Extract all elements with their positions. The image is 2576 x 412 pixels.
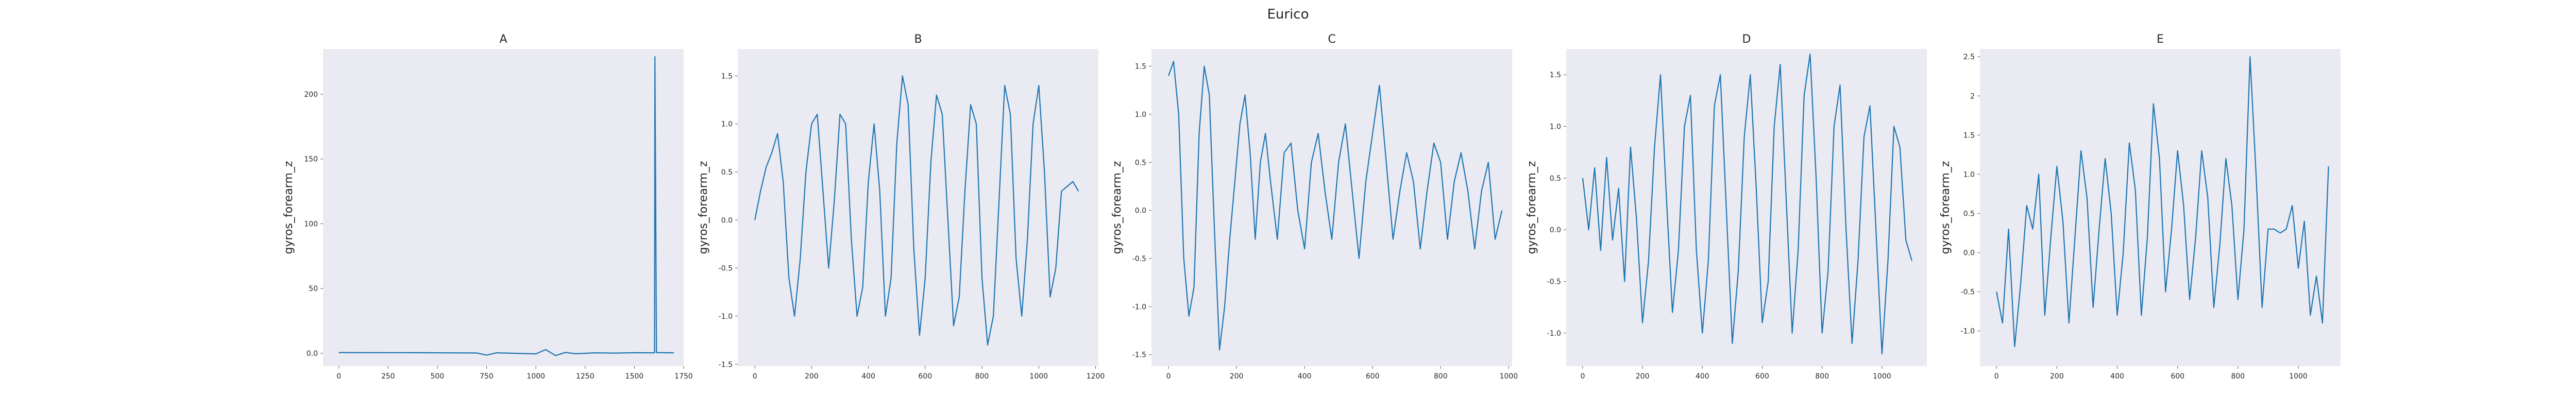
panel-e-ytick-label: 2 bbox=[1970, 92, 1975, 100]
panel-a-xtick-label: 1250 bbox=[576, 372, 595, 381]
panel-b-xtick-label: 600 bbox=[918, 372, 932, 381]
panel-a-xtick-label: 1500 bbox=[625, 372, 644, 381]
panel-e-ytick-label: -0.5 bbox=[1961, 288, 1975, 297]
panel-d-ylabel: gyros_forearm_z bbox=[1526, 161, 1538, 254]
panel-b-title: B bbox=[914, 33, 922, 46]
panel-a-ytick-label: 50 bbox=[309, 285, 318, 293]
panel-d-title: D bbox=[1742, 33, 1751, 46]
panel-c-ytick-label: 0.5 bbox=[1135, 159, 1146, 167]
panel-c-plot-area bbox=[1151, 49, 1512, 366]
figure-title: Eurico bbox=[1267, 7, 1309, 22]
panel-b-ytick-label: 1.5 bbox=[721, 72, 733, 80]
panel-e-ytick-label: 1.5 bbox=[1963, 131, 1975, 140]
panel-b-xtick-label: 1200 bbox=[1087, 372, 1105, 381]
panel-b-ylabel: gyros_forearm_z bbox=[697, 161, 710, 254]
panel-d-xtick-label: 1000 bbox=[1873, 372, 1891, 381]
panel-e-title: E bbox=[2157, 33, 2164, 46]
panel-c-series-line bbox=[1167, 61, 1503, 351]
panel-d-xtick-label: 200 bbox=[1636, 372, 1650, 381]
panel-d-series-line bbox=[1582, 53, 1913, 355]
panel-b-xtick-label: 400 bbox=[861, 372, 875, 381]
panel-b-xtick-label: 800 bbox=[975, 372, 989, 381]
panel-d-ytick-label: 0.0 bbox=[1550, 226, 1561, 234]
panel-c-xtick-label: 200 bbox=[1230, 372, 1244, 381]
panel-c-xtick-label: 400 bbox=[1298, 372, 1312, 381]
panel-a-ytick-label: 0.0 bbox=[307, 350, 318, 358]
panel-e-xtick-label: 600 bbox=[2171, 372, 2184, 381]
panel-a-ytick-label: 150 bbox=[304, 156, 318, 164]
panel-e-ytick-label: -1.0 bbox=[1961, 328, 1975, 336]
panel-c-xtick-label: 800 bbox=[1434, 372, 1448, 381]
panel-a-ytick-label: 100 bbox=[304, 220, 318, 228]
panel-b-series-line bbox=[754, 75, 1079, 346]
panel-b-ytick-label: 1.0 bbox=[721, 121, 733, 129]
panel-a-ylabel: gyros_forearm_z bbox=[282, 161, 295, 254]
panel-a-xtick-label: 250 bbox=[381, 372, 395, 381]
panel-d-plot-area bbox=[1566, 49, 1927, 366]
panel-b-xtick-label: 200 bbox=[805, 372, 819, 381]
panel-e-series-line bbox=[1996, 56, 2329, 348]
panel-e-ylabel: gyros_forearm_z bbox=[1939, 161, 1952, 254]
panel-d-ytick-label: -1.0 bbox=[1547, 330, 1561, 338]
panel-c-title: C bbox=[1328, 33, 1335, 46]
panel-b-ytick-label: -0.5 bbox=[719, 265, 733, 273]
panel-c-ytick-label: -1.5 bbox=[1132, 351, 1146, 359]
panel-b-ytick-label: -1.5 bbox=[719, 360, 733, 369]
panel-b-ytick-label: 0.5 bbox=[721, 168, 733, 177]
panel-e-xtick-label: 400 bbox=[2110, 372, 2124, 381]
panel-a-plot-area bbox=[323, 49, 684, 366]
panel-d-ytick-label: 1.0 bbox=[1550, 123, 1561, 131]
panel-d-ytick-label: -0.5 bbox=[1547, 278, 1561, 286]
panel-e-plot-area bbox=[1980, 49, 2341, 366]
panel-a-xtick-label: 1000 bbox=[527, 372, 545, 381]
panel-e-xtick-label: 200 bbox=[2050, 372, 2064, 381]
panel-d-xtick-label: 0 bbox=[1580, 372, 1585, 381]
panel-d-xtick-label: 400 bbox=[1696, 372, 1709, 381]
panel-a-series-line bbox=[338, 56, 674, 356]
panel-d-xtick-label: 600 bbox=[1755, 372, 1769, 381]
panel-e-ytick-label: 0.5 bbox=[1963, 210, 1975, 218]
panel-e-ytick-label: 2.5 bbox=[1963, 53, 1975, 61]
panel-b-ytick-label: 0.0 bbox=[721, 216, 733, 225]
panel-a-ytick-label: 200 bbox=[304, 91, 318, 99]
panel-b-xtick-label: 0 bbox=[753, 372, 757, 381]
panel-a-xtick-label: 1750 bbox=[674, 372, 693, 381]
panel-a-xtick-label: 0 bbox=[336, 372, 341, 381]
panel-c-ylabel: gyros_forearm_z bbox=[1111, 161, 1124, 254]
panel-a-xtick-label: 750 bbox=[480, 372, 494, 381]
panel-b-xtick-label: 1000 bbox=[1029, 372, 1048, 381]
panel-c-ytick-label: 1.5 bbox=[1135, 63, 1146, 71]
panel-d-xtick-label: 800 bbox=[1815, 372, 1829, 381]
panel-e-xtick-label: 1000 bbox=[2289, 372, 2308, 381]
panel-e-ytick-label: 1.0 bbox=[1963, 170, 1975, 179]
panel-c-xtick-label: 600 bbox=[1366, 372, 1380, 381]
panel-e-xtick-label: 0 bbox=[1994, 372, 1999, 381]
panel-c-xtick-label: 0 bbox=[1166, 372, 1171, 381]
panel-c-ytick-label: -1.0 bbox=[1132, 303, 1146, 311]
panel-d-ytick-label: 0.5 bbox=[1550, 175, 1561, 183]
panel-c-xtick-label: 1000 bbox=[1500, 372, 1518, 381]
panel-a-title: A bbox=[499, 33, 507, 46]
panel-d-ytick-label: 1.5 bbox=[1550, 71, 1561, 79]
panel-c-ytick-label: 0.0 bbox=[1135, 207, 1146, 215]
panel-b-ytick-label: -1.0 bbox=[719, 313, 733, 321]
panel-c-ytick-label: 1.0 bbox=[1135, 111, 1146, 119]
panel-e-ytick-label: 0.0 bbox=[1963, 249, 1975, 257]
panel-a-xtick-label: 500 bbox=[430, 372, 444, 381]
panel-c-ytick-label: -0.5 bbox=[1132, 255, 1146, 263]
panel-e-xtick-label: 800 bbox=[2231, 372, 2245, 381]
